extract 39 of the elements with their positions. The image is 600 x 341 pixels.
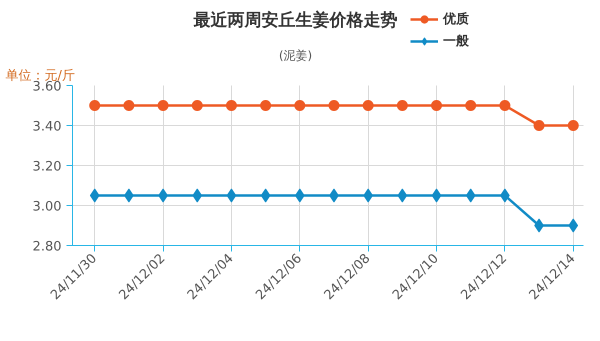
y-tick-label: 2.80 bbox=[32, 240, 62, 254]
point bbox=[124, 188, 134, 202]
point bbox=[89, 100, 100, 111]
point bbox=[363, 188, 373, 202]
point bbox=[158, 100, 169, 111]
point bbox=[294, 100, 306, 111]
chart-title: 最近两周安丘生姜价格走势 bbox=[192, 10, 398, 30]
point bbox=[534, 120, 545, 131]
point bbox=[362, 100, 374, 111]
y-tick-label: 3.60 bbox=[32, 80, 62, 94]
point bbox=[466, 188, 476, 202]
point bbox=[465, 100, 476, 111]
point bbox=[260, 100, 272, 111]
point bbox=[534, 218, 544, 232]
point bbox=[431, 100, 442, 111]
point bbox=[226, 188, 236, 202]
point bbox=[192, 188, 202, 202]
point bbox=[432, 188, 442, 202]
y-tick-label: 3.00 bbox=[32, 200, 62, 214]
point bbox=[328, 100, 340, 111]
point bbox=[294, 188, 305, 202]
point bbox=[90, 188, 100, 202]
point bbox=[396, 100, 408, 111]
point bbox=[499, 100, 510, 111]
y-tick-label: 3.40 bbox=[32, 120, 62, 134]
point bbox=[226, 100, 237, 111]
point bbox=[123, 100, 134, 111]
point bbox=[260, 188, 270, 202]
legend-label: 一般 bbox=[443, 33, 469, 50]
point bbox=[568, 120, 579, 131]
point bbox=[500, 188, 510, 202]
point bbox=[192, 100, 203, 111]
point bbox=[568, 218, 578, 232]
point bbox=[329, 188, 339, 202]
legend-label: 优质 bbox=[443, 11, 469, 28]
point bbox=[158, 188, 168, 202]
y-tick-label: 3.20 bbox=[32, 160, 62, 174]
point bbox=[398, 188, 408, 202]
chart-subtitle: (泥姜) bbox=[278, 48, 312, 62]
